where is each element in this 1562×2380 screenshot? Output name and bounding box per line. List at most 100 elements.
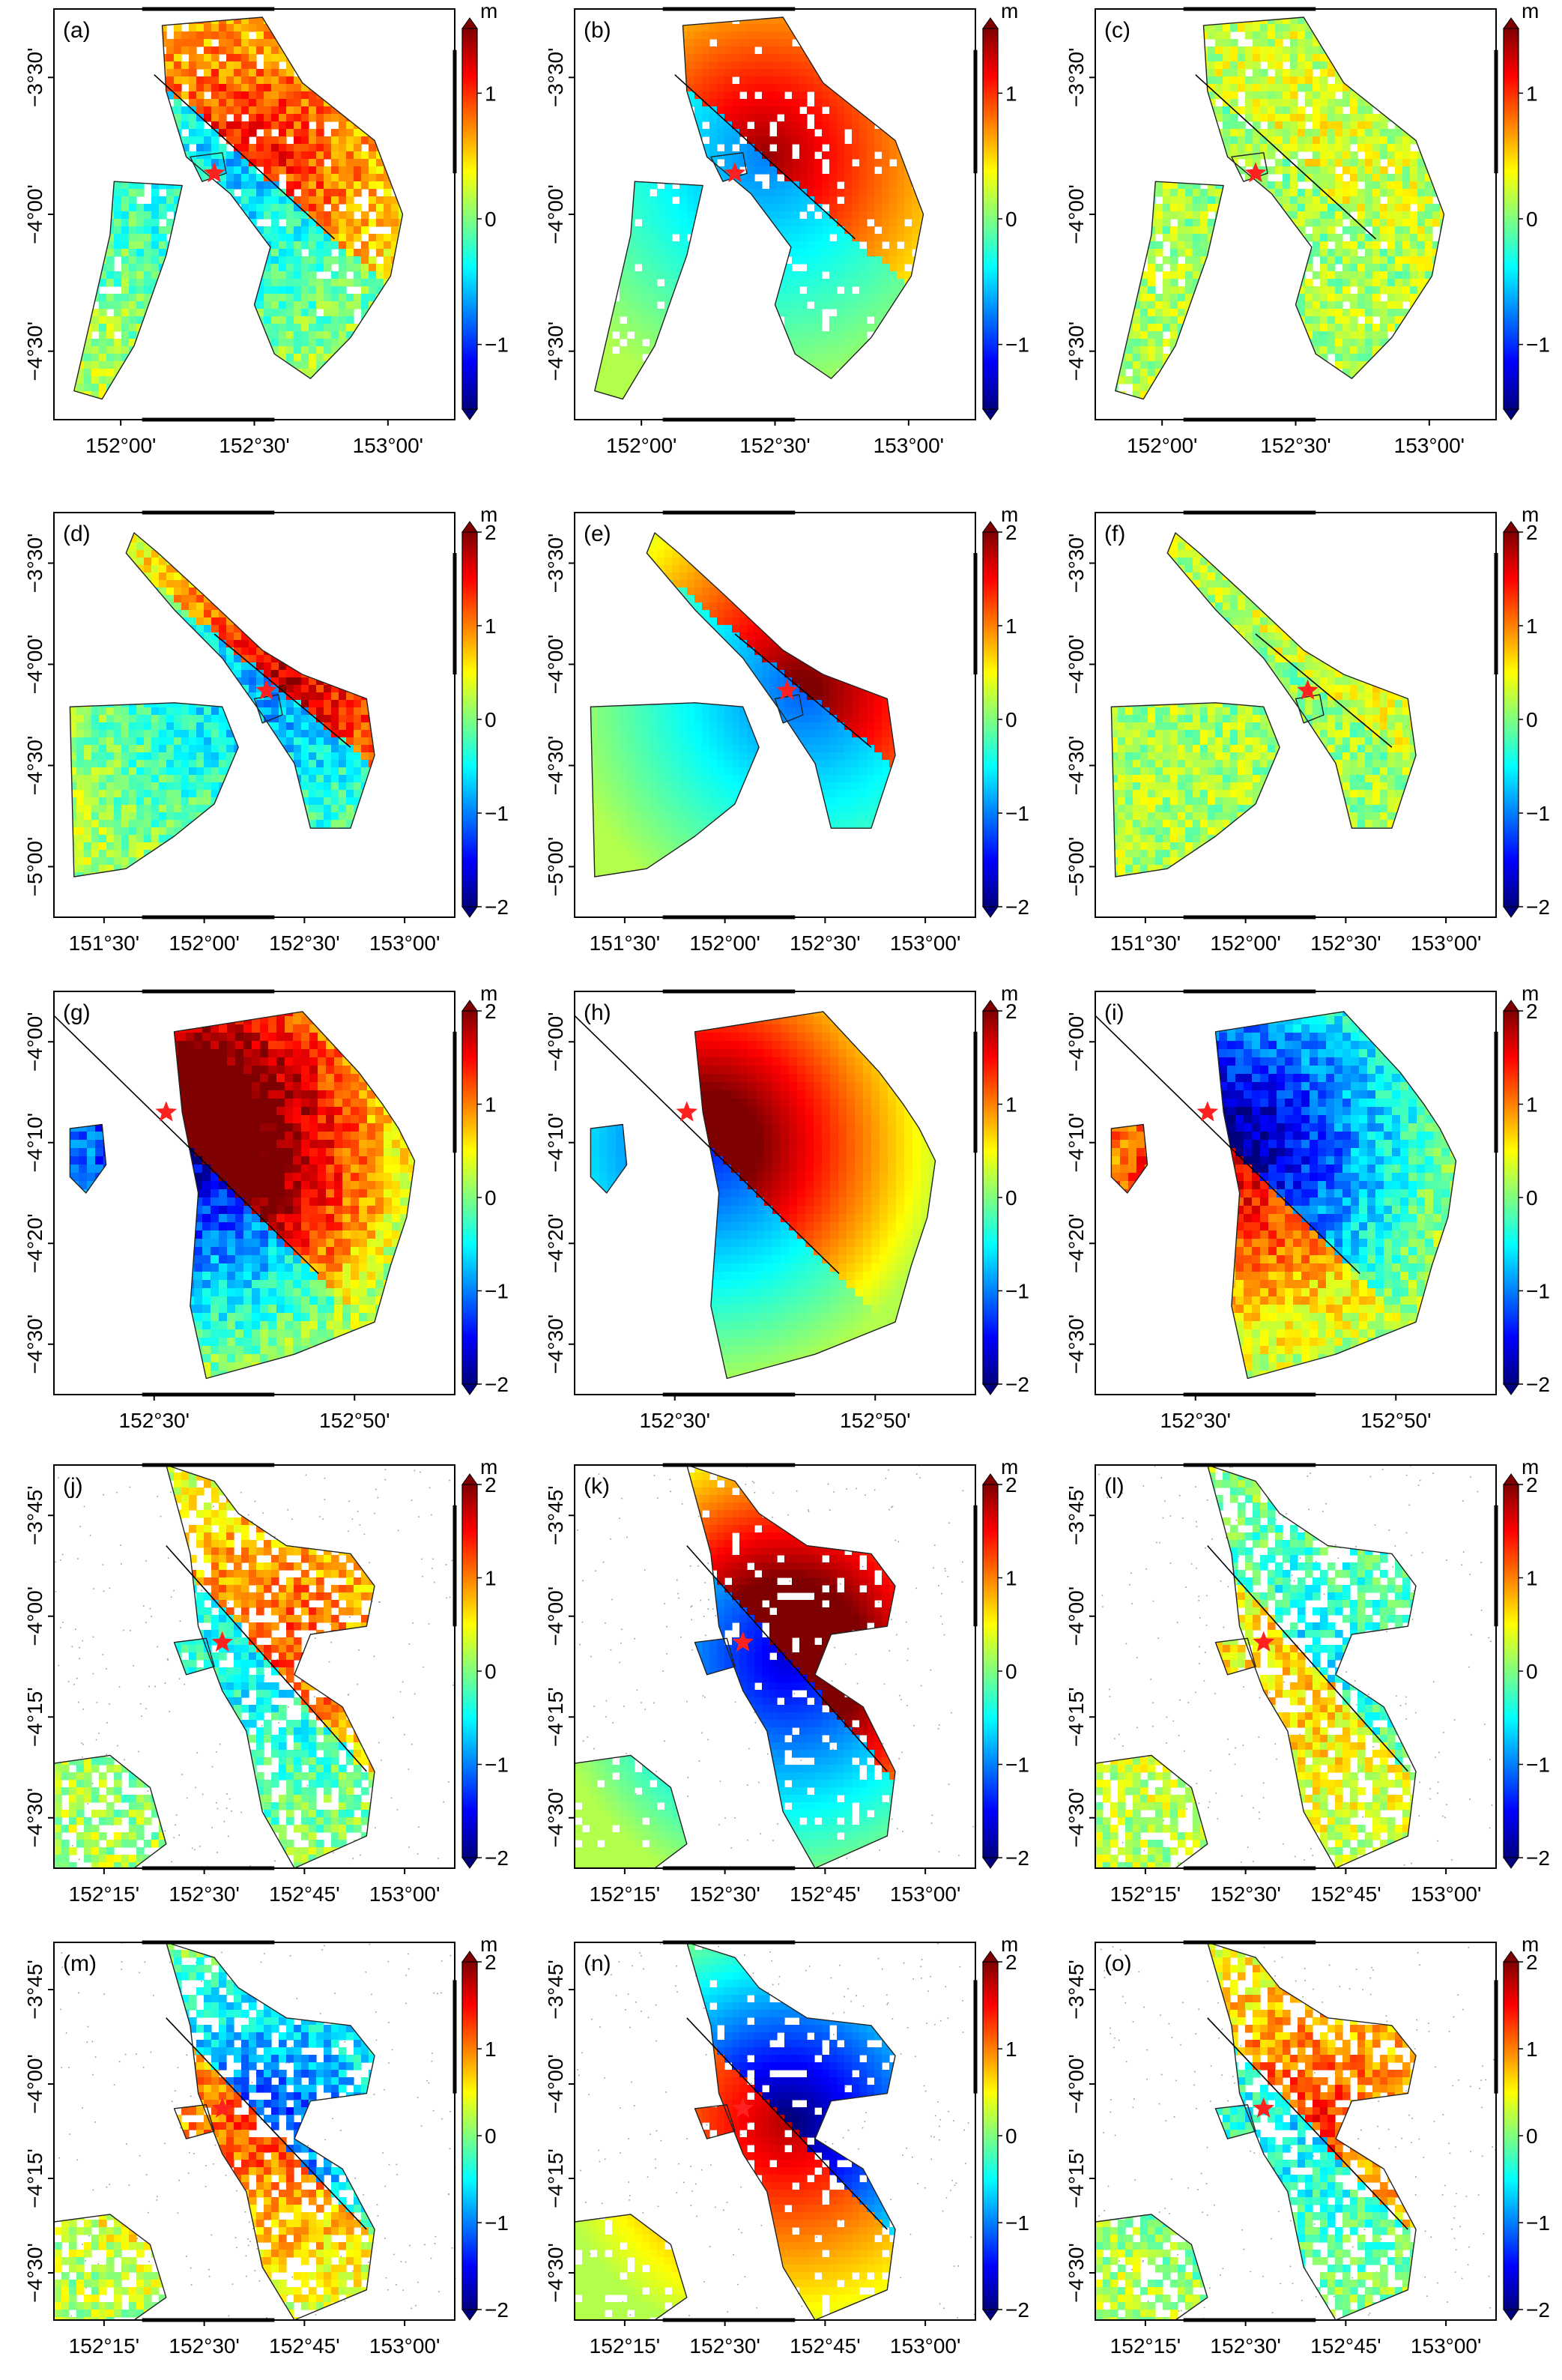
latitude-tick-label: −4°00' [1065,1586,1088,1646]
colorbar-tick-label: 0 [1005,1660,1017,1683]
longitude-tick-label: 152°30' [219,434,289,457]
fault-trace-line [53,1015,319,1275]
colorbar-tick-label: 0 [1005,208,1017,231]
colorbar-tick-label: −1 [1526,2211,1550,2235]
colorbar-tick-label: −1 [485,802,509,825]
latitude-tick-label: −3°30' [1065,48,1088,108]
coastline [590,1011,936,1380]
colorbar-tick-label: 1 [485,1093,497,1117]
latitude-tick-label: −5°00' [1065,837,1088,897]
latitude-tick-label: −3°45' [1065,1960,1088,2020]
coastline [594,16,924,400]
latitude-tick-label: −4°20' [544,1213,567,1273]
epicenter-star-icon [255,679,277,700]
colorbar-tick-label: −1 [485,333,509,357]
panel-label: (h) [584,1000,611,1025]
latitude-tick-label: −4°15' [544,1687,567,1747]
longitude-tick-label: 152°15' [590,1882,660,1906]
colorbar-tick-label: 0 [485,2124,497,2148]
longitude-tick-label: 152°50' [840,1409,910,1432]
panel-j: (j) 152°15' 152°30' 152°45' 153°00' −3°45' −4°… [23,1456,509,1906]
colorbar-tick-label: 2 [485,1000,497,1023]
epicenter-star-icon [203,162,225,183]
longitude-tick-label: 152°00' [689,931,760,955]
colorbar-tick-label: 2 [1005,521,1017,544]
colorbar-tick-label: 0 [485,708,497,731]
fault-trace-line [574,1015,840,1275]
panel-i: (i) 152°30' 152°50' −4°00' −4°10' −4°20' −4°30… [1065,982,1550,1432]
colorbar-tick-label: 2 [1526,521,1538,544]
longitude-tick-label: 152°30' [269,931,339,955]
panel-label: (m) [63,1951,97,1976]
colorbar [1503,28,1519,410]
fault-trace-line [214,633,351,748]
fault-trace-line [1095,1015,1360,1275]
colorbar [1503,1961,1519,2310]
epicenter-star-icon [1253,1631,1274,1652]
colorbar-tick-label: −2 [485,895,509,919]
panel-label: (c) [1104,18,1130,43]
colorbar-unit-label: m [1522,0,1539,22]
longitude-tick-label: 153°00' [353,434,423,457]
epicenter-star-icon [776,679,798,700]
longitude-tick-label: 151°30' [590,931,660,955]
coastline [73,16,404,400]
latitude-tick-label: −4°15' [23,2148,46,2208]
epicenter-star-icon [1196,1101,1219,1122]
latitude-tick-label: −4°30' [1065,2243,1088,2303]
colorbar-tick-label: −2 [1005,895,1029,919]
colorbar-tick-label: −1 [1526,1280,1550,1303]
colorbar-unit-label: m [480,1933,497,1956]
longitude-tick-label: 153°00' [1411,931,1481,955]
longitude-tick-label: 153°00' [369,2334,440,2358]
colorbar-tick-label: 2 [485,1473,497,1496]
colorbar-tick-label: 0 [1005,708,1017,731]
colorbar-tick-label: 2 [485,521,497,544]
colorbar-unit-label: m [1001,0,1018,22]
colorbar-unit-label: m [1001,504,1018,526]
latitude-tick-label: −4°30' [23,1788,46,1848]
longitude-tick-label: 152°45' [269,1882,339,1906]
latitude-tick-label: −4°30' [1065,1314,1088,1374]
longitude-tick-label: 152°50' [1360,1409,1431,1432]
fault-trace-line [166,2017,367,2230]
latitude-tick-label: −3°45' [544,1485,567,1545]
longitude-tick-label: 152°30' [689,1882,760,1906]
latitude-tick-label: −4°30' [1065,1788,1088,1848]
colorbar-unit-label: m [1522,982,1539,1005]
colorbar-tick-label: −1 [1005,1280,1029,1303]
panel-c: (c) 152°00' 152°30' 153°00' −3°30' −4°00' −4°3… [1065,0,1550,457]
latitude-tick-label: −5°00' [544,837,567,897]
colorbar-tick-label: −1 [1005,333,1029,357]
panel-label: (l) [1104,1474,1124,1499]
panel-label: (j) [63,1474,83,1499]
longitude-tick-label: 152°30' [1260,434,1331,457]
longitude-tick-label: 152°15' [1110,1882,1181,1906]
colorbar [982,1484,999,1858]
latitude-tick-label: −3°45' [23,1960,46,2020]
latitude-tick-label: −4°30' [23,1314,46,1374]
colorbar-tick-label: 1 [1005,82,1017,105]
latitude-tick-label: −4°10' [544,1113,567,1173]
longitude-tick-label: 152°30' [739,434,810,457]
longitude-tick-label: 153°00' [890,1882,960,1906]
colorbar-unit-label: m [1001,1456,1018,1479]
colorbar-tick-label: 2 [1005,1951,1017,1974]
latitude-tick-label: −4°10' [23,1113,46,1173]
panel-label: (i) [1104,1000,1124,1025]
panel-o: (o) 152°15' 152°30' 152°45' 153°00' −3°45' −4°… [1065,1933,1550,2358]
fault-trace-line [1255,633,1393,748]
longitude-tick-label: 152°00' [1127,434,1197,457]
colorbar-tick-label: −1 [485,1754,509,1777]
longitude-tick-label: 153°00' [874,434,944,457]
longitude-tick-label: 152°15' [69,2334,139,2358]
panel-f: (f) 151°30' 152°00' 152°30' 153°00' −3°30' −4°… [1065,504,1550,955]
longitude-tick-label: 152°00' [606,434,676,457]
longitude-tick-label: 152°30' [790,931,860,955]
latitude-tick-label: −4°00' [544,1012,567,1072]
colorbar-tick-label: −2 [485,1373,509,1396]
longitude-tick-label: 152°30' [119,1409,190,1432]
longitude-tick-label: 153°00' [1411,1882,1481,1906]
longitude-tick-label: 152°45' [269,2334,339,2358]
colorbar [982,28,999,410]
